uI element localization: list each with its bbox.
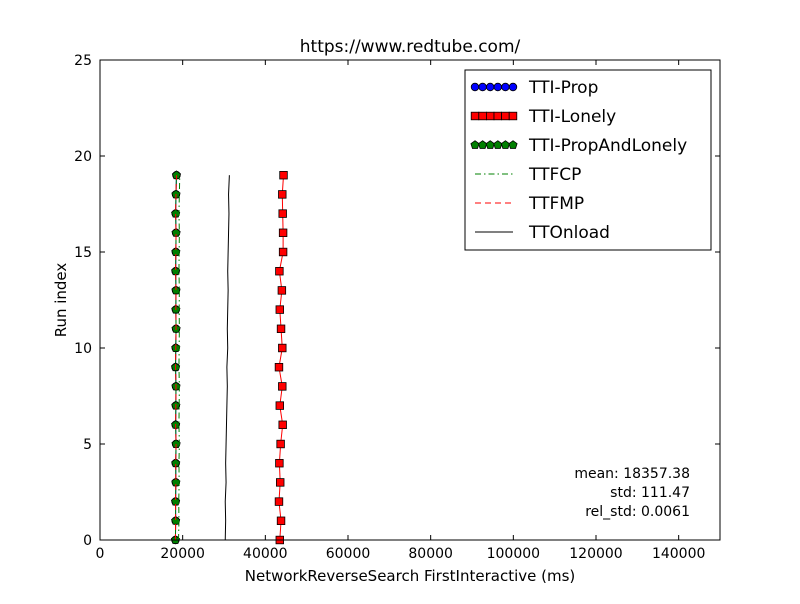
x-tick-label: 80000	[408, 546, 453, 562]
y-tick-label: 10	[74, 341, 92, 357]
stats-std: std: 111.47	[610, 485, 690, 501]
legend: TTI-Prop TTI-Lonely TTI-PropAndLonely TTFCP…	[464, 69, 712, 251]
series-ttonload	[224, 175, 230, 541]
x-tick-label: 40000	[243, 546, 288, 562]
data-point-tti-lonely	[275, 266, 284, 276]
legend-swatch-marker	[508, 111, 518, 121]
y-tick-label: 5	[83, 437, 92, 453]
legend-swatch-marker	[485, 140, 495, 149]
data-point-tti-lonely	[276, 478, 285, 487]
legend-box	[464, 69, 712, 251]
legend-swatch-marker	[500, 140, 510, 149]
legend-swatch-marker	[508, 82, 518, 92]
series-ttfmp	[174, 175, 177, 541]
x-tick-label: 100000	[487, 546, 540, 562]
data-point-tti-lonely	[275, 458, 284, 468]
series-layer	[170, 170, 288, 545]
legend-item-ttfmp: TTFMP	[475, 194, 584, 214]
series-line-ttonload	[224, 175, 230, 541]
legend-items: TTI-Prop TTI-Lonely TTI-PropAndLonely TTFCP…	[470, 78, 687, 243]
data-point-tti-lonely	[278, 247, 288, 257]
legend-swatch-marker	[470, 111, 480, 121]
y-axis: 0 5 10 15 20 25	[74, 53, 720, 549]
legend-swatch-marker	[508, 140, 518, 149]
legend-swatch-marker	[478, 140, 488, 149]
data-point-tti-lonely	[279, 170, 288, 180]
x-tick-label: 20000	[160, 546, 205, 562]
legend-item-ttfcp: TTFCP	[475, 165, 581, 185]
legend-swatch-marker	[501, 82, 510, 92]
stats-annotation: mean: 18357.38 std: 111.47 rel_std: 0.00…	[574, 466, 690, 520]
x-tick-label: 140000	[652, 546, 705, 562]
legend-item-tti-lonely: TTI-Lonely	[470, 107, 616, 127]
y-tick-label: 25	[74, 53, 92, 69]
data-point-tti-lonely	[274, 362, 284, 372]
series-line-ttfmp	[174, 175, 177, 541]
stats-rel-std: rel_std: 0.0061	[585, 504, 690, 520]
legend-swatch-marker	[470, 82, 480, 92]
legend-swatch-marker	[493, 111, 502, 121]
data-point-tti-lonely	[276, 324, 286, 333]
data-point-tti-lonely	[278, 343, 287, 353]
legend-label: TTI-PropAndLonely	[528, 136, 687, 156]
data-point-tti-lonely	[276, 439, 285, 449]
x-axis: 0 20000 40000 60000 80000 100000 120000 140000	[96, 60, 705, 562]
legend-swatch-marker	[501, 111, 510, 121]
legend-item-ttonload: TTOnload	[475, 223, 610, 243]
y-tick-label: 0	[83, 533, 92, 549]
legend-label: TTI-Lonely	[528, 107, 616, 127]
data-point-tti-lonely	[278, 382, 287, 391]
stats-mean: mean: 18357.38	[574, 466, 690, 482]
legend-swatch-marker	[486, 82, 495, 92]
data-point-tti-lonely	[277, 286, 287, 295]
legend-swatch-marker	[485, 111, 495, 121]
legend-label: TTFCP	[528, 165, 581, 185]
data-point-tti-lonely	[278, 228, 288, 237]
data-point-tti-lonely	[274, 497, 284, 506]
plot-frame	[99, 59, 721, 541]
data-point-tti-lonely	[278, 209, 287, 218]
legend-swatch-marker	[493, 82, 502, 92]
legend-swatch-marker	[493, 140, 503, 149]
y-tick-label: 20	[74, 149, 92, 165]
legend-swatch-marker	[478, 82, 487, 92]
x-tick-label: 120000	[569, 546, 622, 562]
x-tick-label: 60000	[326, 546, 371, 562]
y-tick-label: 15	[74, 245, 92, 261]
data-point-tti-lonely	[278, 190, 287, 199]
legend-item-tti-propandlonely: TTI-PropAndLonely	[470, 136, 687, 156]
data-point-tti-lonely	[275, 305, 284, 314]
legend-label: TTFMP	[528, 194, 584, 214]
chart-title: https://www.redtube.com/	[300, 37, 521, 57]
data-point-tti-lonely	[276, 516, 286, 525]
data-point-tti-lonely	[278, 420, 287, 429]
x-tick-label: 0	[96, 546, 105, 562]
legend-swatch-marker	[470, 140, 480, 149]
data-point-tti-lonely	[275, 401, 284, 410]
y-axis-label: Run index	[52, 263, 70, 338]
legend-item-tti-prop: TTI-Prop	[470, 78, 598, 98]
legend-label: TTI-Prop	[528, 78, 598, 98]
x-axis-label: NetworkReverseSearch FirstInteractive (m…	[245, 567, 576, 585]
legend-swatch-marker	[478, 111, 487, 121]
legend-label: TTOnload	[528, 223, 610, 243]
